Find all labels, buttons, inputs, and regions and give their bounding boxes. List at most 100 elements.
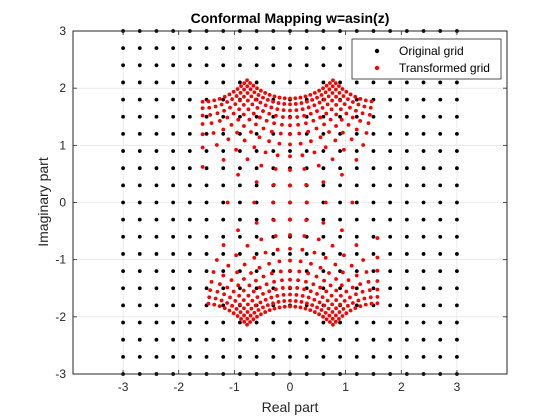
original-point bbox=[388, 354, 393, 359]
original-point bbox=[187, 217, 192, 222]
original-point bbox=[121, 183, 125, 188]
original-point bbox=[187, 200, 192, 205]
transformed-point bbox=[375, 301, 380, 306]
transformed-point bbox=[340, 228, 344, 233]
transformed-point bbox=[271, 99, 275, 104]
original-point bbox=[121, 63, 125, 68]
original-point bbox=[354, 200, 359, 205]
original-point bbox=[137, 63, 142, 68]
transformed-point bbox=[334, 288, 339, 293]
transformed-point bbox=[337, 84, 341, 89]
transformed-point bbox=[326, 306, 331, 311]
transformed-point bbox=[222, 292, 226, 297]
transformed-point bbox=[321, 180, 326, 185]
y-tick-label: -2 bbox=[55, 310, 66, 324]
original-point bbox=[321, 183, 326, 188]
transformed-point bbox=[310, 97, 315, 102]
transformed-point bbox=[273, 287, 278, 292]
original-point bbox=[121, 132, 125, 136]
transformed-point bbox=[242, 277, 246, 281]
transformed-point bbox=[368, 295, 373, 300]
transformed-point bbox=[231, 311, 236, 316]
original-point bbox=[455, 234, 459, 239]
original-point bbox=[438, 320, 443, 325]
original-point bbox=[137, 114, 142, 119]
transformed-point bbox=[231, 289, 236, 294]
transformed-point bbox=[267, 111, 272, 116]
transformed-point bbox=[324, 83, 329, 88]
transformed-point bbox=[245, 91, 250, 95]
original-point bbox=[121, 354, 125, 359]
transformed-point bbox=[344, 111, 349, 116]
original-point bbox=[204, 286, 209, 291]
original-point bbox=[137, 132, 142, 136]
transformed-point bbox=[354, 292, 358, 297]
transformed-point bbox=[242, 81, 247, 86]
transformed-point bbox=[226, 263, 231, 268]
transformed-point bbox=[206, 301, 211, 306]
transformed-point bbox=[241, 288, 246, 293]
transformed-point bbox=[350, 285, 355, 290]
transformed-point bbox=[348, 92, 353, 97]
transformed-point bbox=[354, 273, 359, 278]
original-point bbox=[338, 234, 342, 239]
transformed-point bbox=[250, 102, 255, 107]
transformed-point bbox=[228, 295, 232, 300]
transformed-point bbox=[221, 273, 226, 278]
transformed-point bbox=[282, 96, 287, 101]
original-point bbox=[121, 234, 125, 239]
axis-ticks bbox=[73, 30, 507, 375]
transformed-point bbox=[317, 300, 322, 305]
transformed-point bbox=[363, 98, 368, 103]
transformed-point bbox=[362, 104, 367, 109]
transformed-point bbox=[251, 83, 256, 88]
original-point bbox=[271, 63, 276, 68]
y-tick-label: -1 bbox=[55, 253, 66, 267]
original-point bbox=[187, 303, 192, 308]
transformed-point bbox=[221, 243, 226, 247]
transformed-point bbox=[302, 167, 307, 171]
original-point bbox=[204, 132, 209, 136]
original-point bbox=[137, 97, 142, 102]
transformed-point bbox=[288, 292, 292, 297]
transformed-point bbox=[361, 258, 366, 262]
transformed-point bbox=[277, 95, 282, 100]
transformed-point bbox=[265, 303, 270, 308]
transformed-point bbox=[327, 271, 331, 275]
y-tick-label: 3 bbox=[59, 24, 66, 38]
original-point bbox=[204, 354, 209, 359]
original-point bbox=[137, 354, 142, 359]
transformed-point bbox=[304, 182, 309, 187]
transformed-point bbox=[264, 118, 269, 123]
original-point bbox=[171, 63, 176, 68]
transformed-point bbox=[288, 142, 292, 147]
transformed-point bbox=[329, 293, 334, 298]
y-axis-label: Imaginary part bbox=[35, 157, 51, 247]
transformed-point bbox=[272, 279, 276, 284]
original-point bbox=[221, 303, 226, 308]
transformed-point bbox=[288, 115, 292, 120]
transformed-point bbox=[200, 165, 205, 169]
original-point bbox=[171, 217, 176, 222]
transformed-point bbox=[353, 306, 358, 311]
transformed-point bbox=[342, 102, 347, 107]
original-point bbox=[187, 114, 192, 119]
transformed-point bbox=[334, 124, 338, 128]
transformed-point bbox=[214, 258, 219, 262]
transformed-point bbox=[267, 308, 272, 313]
original-point bbox=[187, 166, 192, 171]
original-point bbox=[388, 234, 393, 239]
transformed-point bbox=[207, 295, 212, 300]
original-point bbox=[187, 80, 192, 85]
transformed-point bbox=[304, 218, 309, 223]
transformed-point bbox=[334, 87, 338, 92]
transformed-point bbox=[305, 200, 309, 205]
transformed-point bbox=[321, 220, 326, 225]
original-point bbox=[121, 320, 125, 325]
transformed-point bbox=[225, 100, 230, 104]
transformed-point bbox=[364, 270, 369, 274]
transformed-point bbox=[221, 127, 226, 132]
original-point bbox=[288, 320, 292, 325]
transformed-point bbox=[288, 123, 292, 128]
original-point bbox=[338, 217, 342, 222]
